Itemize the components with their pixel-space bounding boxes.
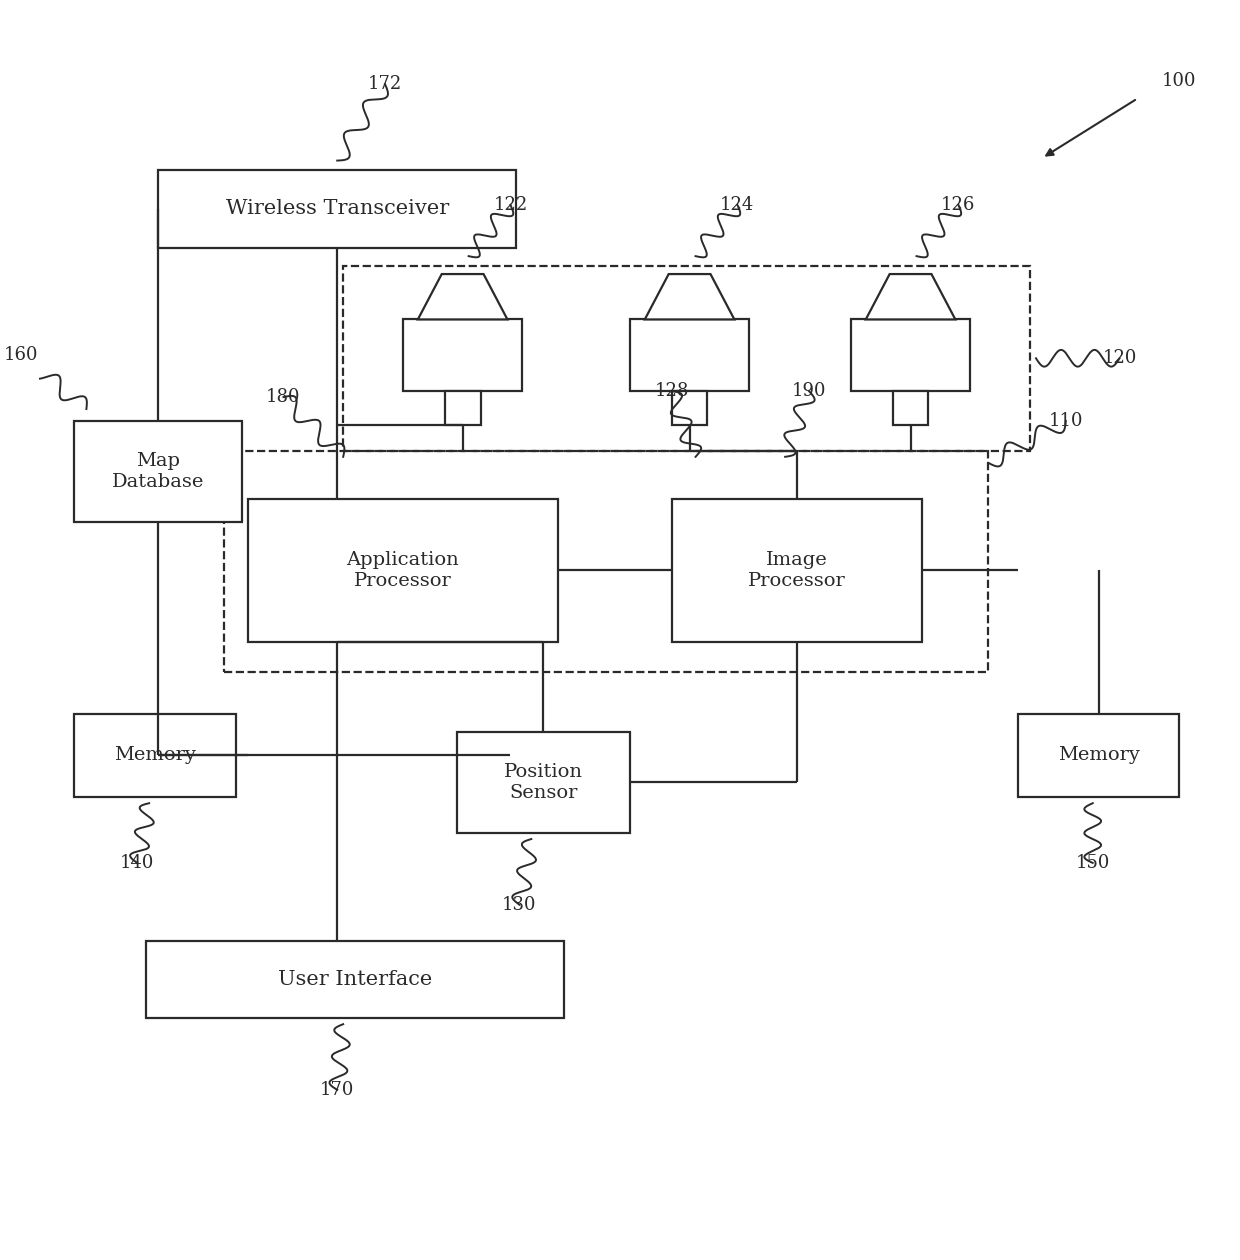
FancyBboxPatch shape bbox=[146, 940, 564, 1018]
Text: Application
Processor: Application Processor bbox=[346, 551, 459, 590]
Text: Memory: Memory bbox=[1058, 746, 1140, 765]
FancyBboxPatch shape bbox=[445, 391, 481, 425]
Text: Image
Processor: Image Processor bbox=[748, 551, 846, 590]
Text: 170: 170 bbox=[320, 1081, 355, 1099]
Text: 160: 160 bbox=[4, 346, 38, 364]
FancyBboxPatch shape bbox=[248, 499, 558, 641]
FancyBboxPatch shape bbox=[74, 421, 242, 523]
FancyBboxPatch shape bbox=[157, 170, 516, 248]
Text: Wireless Transceiver: Wireless Transceiver bbox=[226, 199, 449, 218]
Text: 150: 150 bbox=[1075, 854, 1110, 872]
Text: 128: 128 bbox=[655, 382, 689, 401]
Polygon shape bbox=[418, 275, 507, 320]
FancyBboxPatch shape bbox=[403, 320, 522, 391]
FancyBboxPatch shape bbox=[456, 732, 630, 833]
Text: 180: 180 bbox=[267, 388, 301, 406]
FancyBboxPatch shape bbox=[672, 499, 923, 641]
Text: 126: 126 bbox=[941, 195, 976, 214]
Text: User Interface: User Interface bbox=[278, 970, 433, 989]
Text: 124: 124 bbox=[720, 195, 754, 214]
Text: 120: 120 bbox=[1102, 349, 1137, 367]
Polygon shape bbox=[866, 275, 955, 320]
Text: Position
Sensor: Position Sensor bbox=[503, 762, 583, 801]
FancyBboxPatch shape bbox=[630, 320, 749, 391]
FancyBboxPatch shape bbox=[1018, 713, 1179, 798]
Text: 190: 190 bbox=[792, 382, 826, 401]
Text: Memory: Memory bbox=[114, 746, 196, 765]
Text: 130: 130 bbox=[502, 896, 537, 913]
FancyBboxPatch shape bbox=[74, 713, 236, 798]
Text: 140: 140 bbox=[120, 854, 154, 872]
FancyBboxPatch shape bbox=[672, 391, 708, 425]
FancyBboxPatch shape bbox=[893, 391, 929, 425]
Text: 100: 100 bbox=[1162, 72, 1195, 89]
Text: 122: 122 bbox=[494, 195, 527, 214]
Text: Map
Database: Map Database bbox=[112, 452, 205, 491]
Polygon shape bbox=[645, 275, 734, 320]
Text: 172: 172 bbox=[368, 76, 402, 93]
Text: 110: 110 bbox=[1049, 412, 1083, 430]
FancyBboxPatch shape bbox=[851, 320, 970, 391]
